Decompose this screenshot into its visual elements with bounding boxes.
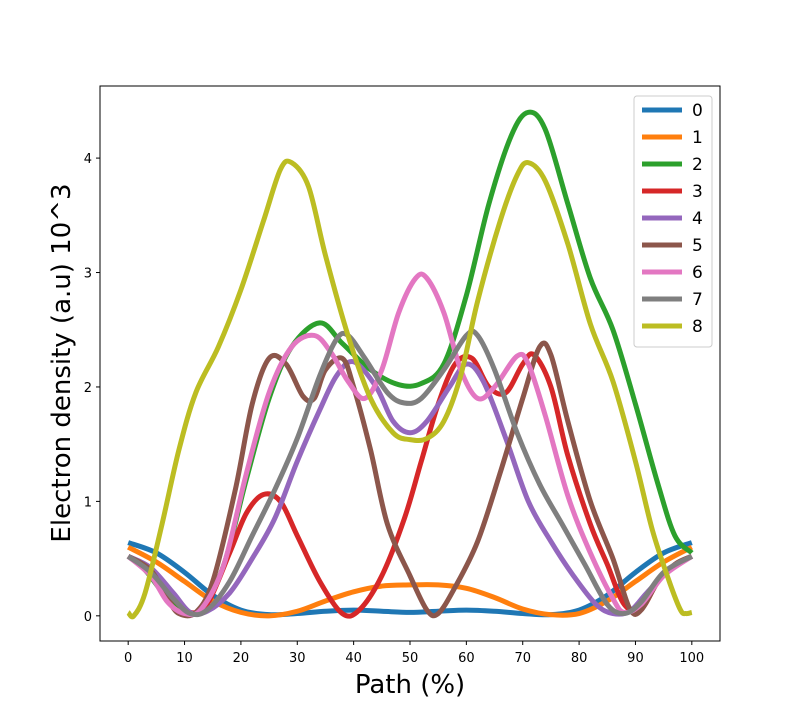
x-axis-title: Path (%) [355, 670, 465, 700]
x-axis: 0 10 20 30 40 50 60 70 80 90 100 [124, 641, 704, 666]
y-tick-label: 2 [84, 381, 92, 396]
series-line-4 [127, 359, 694, 617]
y-tick-label: 0 [84, 610, 92, 625]
y-tick-label: 3 [84, 267, 92, 282]
x-tick-label: 10 [176, 651, 193, 666]
plot-area-frame [99, 85, 721, 642]
legend-box [633, 95, 713, 348]
legend-label-4: 4 [692, 209, 703, 229]
series-line-8 [126, 158, 693, 620]
y-tick-label: 1 [84, 495, 92, 510]
legend-label-2: 2 [692, 155, 703, 175]
legend-label-0: 0 [692, 101, 703, 121]
x-tick-label: 70 [514, 651, 531, 666]
legend-label-3: 3 [692, 182, 703, 202]
x-tick-label: 80 [571, 651, 588, 666]
x-tick-label: 30 [289, 651, 306, 666]
legend-label-5: 5 [692, 236, 703, 256]
legend-label-8: 8 [692, 317, 703, 337]
legend-label-6: 6 [692, 263, 703, 283]
y-tick-label: 4 [84, 152, 92, 167]
legend: 0 1 2 3 4 5 6 7 8 [633, 95, 713, 348]
series-line-5 [126, 340, 693, 619]
x-tick-label: 90 [627, 651, 644, 666]
legend-label-7: 7 [692, 290, 703, 310]
series-line-6 [126, 271, 694, 618]
y-axis: 0 1 2 3 4 [84, 152, 100, 625]
x-tick-label: 100 [679, 651, 704, 666]
series-layer [126, 109, 694, 620]
series-line-7 [126, 328, 694, 618]
x-tick-label: 20 [233, 651, 250, 666]
x-tick-label: 50 [402, 651, 419, 666]
x-tick-label: 0 [124, 651, 132, 666]
y-axis-title: Electron density (a.u) 10^3 [47, 183, 77, 542]
series-line-3 [126, 351, 693, 619]
x-tick-label: 60 [458, 651, 475, 666]
legend-label-1: 1 [692, 128, 703, 148]
x-tick-label: 40 [345, 651, 362, 666]
